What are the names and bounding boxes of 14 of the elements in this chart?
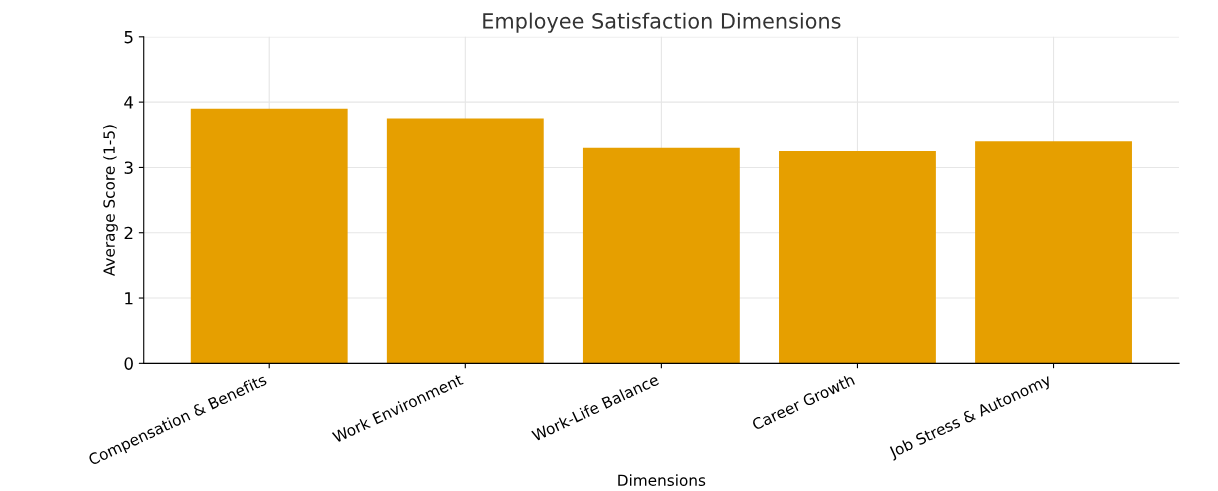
bar: [582, 147, 740, 364]
y-tick-label: 4: [124, 96, 134, 109]
bar: [386, 118, 544, 364]
bar: [975, 141, 1132, 364]
bar: [779, 151, 936, 364]
y-tick-label: 1: [125, 292, 133, 305]
y-tick-label: 3: [124, 161, 133, 174]
y-tick-label: 0: [124, 357, 133, 370]
chart-title: Employee Satisfaction Dimensions: [483, 12, 841, 33]
x-axis-title: Dimensions: [618, 474, 706, 487]
y-tick-label: 2: [124, 226, 133, 240]
y-axis-title: Average Score (1-5): [103, 125, 118, 277]
y-tick-label: 5: [124, 31, 133, 44]
bar: [190, 108, 348, 364]
